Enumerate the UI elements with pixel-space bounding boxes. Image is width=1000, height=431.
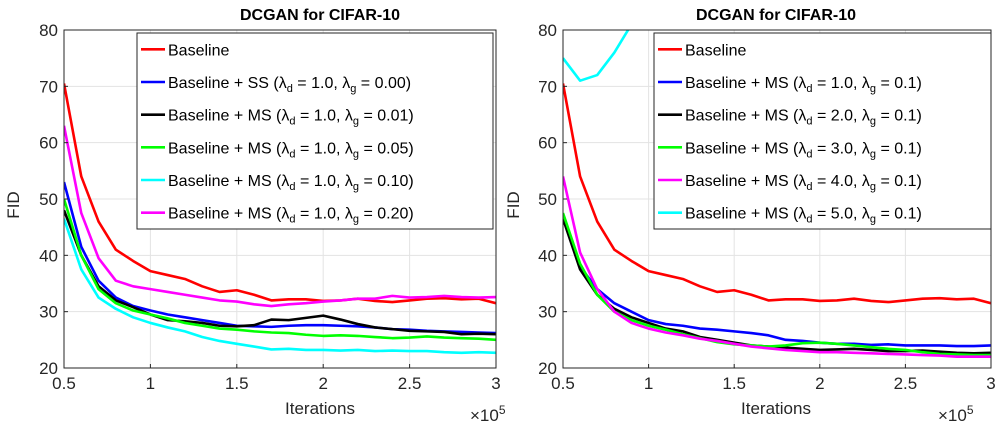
chart-right-y-tick-label: 80 — [538, 21, 557, 40]
chart-left-ylabel: FID — [4, 191, 23, 218]
chart-left-x-tick-label: 2 — [318, 374, 327, 393]
chart-right-x-tick-label: 1.5 — [722, 374, 746, 393]
chart-right-x-tick-label: 2.5 — [894, 374, 918, 393]
chart-right-series-line-3 — [563, 218, 991, 355]
chart-left-y-tick-label: 40 — [39, 246, 58, 265]
chart-left-legend: Baseline Baseline + SS (λd = 1.0, λg = 0.… — [136, 32, 494, 230]
chart-right-series-line-1 — [563, 83, 991, 305]
chart-right-series-line-5 — [563, 176, 991, 359]
chart-right-legend: Baseline Baseline + MS (λd = 1.0, λg = 0.… — [653, 32, 992, 230]
chart-right-y-tick-label: 40 — [538, 246, 557, 265]
chart-right-series-line-6 — [563, 30, 630, 82]
chart-left-x-tick-label: 1 — [146, 374, 155, 393]
chart-right-series-line-2 — [563, 215, 991, 348]
chart-left-title: DCGAN for CIFAR-10 — [240, 7, 400, 24]
chart-right-x-tick-label: 1 — [644, 374, 653, 393]
chart-left-series-line-5 — [64, 218, 496, 355]
chart-right-y-tick-label: 50 — [538, 190, 557, 209]
chart-right-legend-entry-5: Baseline + MS (λd = 4.0, λg = 0.1) — [685, 173, 922, 193]
chart-left-legend-entry-1: Baseline — [168, 42, 229, 59]
chart-left-legend-entry-4: Baseline + MS (λd = 1.0, λg = 0.05) — [168, 140, 414, 160]
chart-right-legend-entry-3: Baseline + MS (λd = 2.0, λg = 0.1) — [685, 108, 922, 128]
chart-right-ylabel: FID — [504, 191, 523, 218]
chart-left-series-line-3 — [64, 209, 496, 336]
chart-right-legend-entry-1: Baseline — [685, 42, 746, 59]
chart-right-legend-box — [653, 32, 992, 230]
chart-right: DCGAN for CIFAR-10 0.5 1 1.5 2 2.5 3 20 30 40 50 6… — [504, 7, 996, 425]
chart-left-x-tick-label: 0.5 — [52, 374, 76, 393]
chart-left-series-line-6 — [64, 125, 496, 308]
chart-left-legend-box — [136, 32, 494, 230]
chart-left-legend-entry-5: Baseline + MS (λd = 1.0, λg = 0.10) — [168, 173, 414, 193]
chart-right-y-tick-label: 60 — [538, 134, 557, 153]
chart-left-series-line-4 — [64, 198, 496, 342]
chart-right-x-exponent: ×105 — [938, 403, 974, 425]
chart-right-legend-entry-2: Baseline + MS (λd = 1.0, λg = 0.1) — [685, 75, 922, 95]
chart-right-y-tick-label: 20 — [538, 359, 557, 378]
chart-left-legend-entry-3: Baseline + MS (λd = 1.0, λg = 0.01) — [168, 108, 414, 128]
chart-right-xlabel: Iterations — [741, 399, 811, 418]
chart-right-x-tick-label: 0.5 — [551, 374, 575, 393]
chart-left-y-tick-label: 50 — [39, 190, 58, 209]
chart-left-y-tick-label: 20 — [39, 359, 58, 378]
chart-right-legend-entry-4: Baseline + MS (λd = 3.0, λg = 0.1) — [685, 140, 922, 160]
chart-right-legend-entry-6: Baseline + MS (λd = 5.0, λg = 0.1) — [685, 206, 922, 226]
chart-left: DCGAN for CIFAR-10 0.5 1 1.5 2 2.5 3 20 30 40 50 6… — [4, 7, 506, 425]
chart-left-y-tick-label: 30 — [39, 303, 58, 322]
chart-right-series-line-4 — [563, 212, 991, 357]
chart-left-y-tick-label: 60 — [39, 134, 58, 153]
chart-right-y-tick-label: 30 — [538, 303, 557, 322]
chart-left-x-tick-label: 3 — [491, 374, 500, 393]
chart-right-title: DCGAN for CIFAR-10 — [696, 7, 856, 24]
chart-left-x-tick-label: 1.5 — [225, 374, 249, 393]
chart-left-y-tick-label: 70 — [39, 77, 58, 96]
chart-left-legend-entry-6: Baseline + MS (λd = 1.0, λg = 0.20) — [168, 206, 414, 226]
chart-right-x-tick-label: 3 — [986, 374, 995, 393]
chart-left-legend-entry-2: Baseline + SS (λd = 1.0, λg = 0.00) — [168, 75, 411, 95]
chart-left-x-tick-label: 2.5 — [398, 374, 422, 393]
chart-right-y-tick-label: 70 — [538, 77, 557, 96]
chart-left-y-tick-label: 80 — [39, 21, 58, 40]
chart-left-xlabel: Iterations — [285, 399, 355, 418]
chart-left-x-exponent: ×105 — [470, 403, 506, 425]
chart-right-x-tick-label: 2 — [815, 374, 824, 393]
chart-left-series-line-1 — [64, 83, 496, 305]
